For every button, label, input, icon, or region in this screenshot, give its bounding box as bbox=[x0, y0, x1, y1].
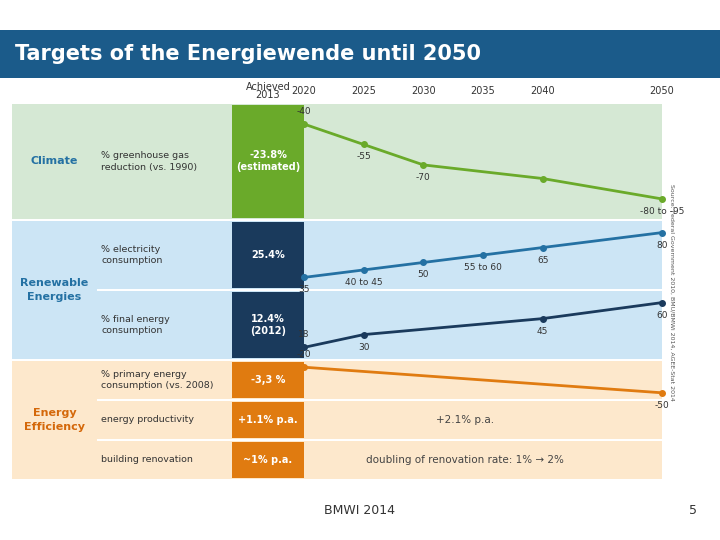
Text: 2025: 2025 bbox=[351, 85, 376, 96]
Text: -80 to -95: -80 to -95 bbox=[640, 207, 684, 216]
Text: doubling of renovation rate: 1% → 2%: doubling of renovation rate: 1% → 2% bbox=[366, 455, 564, 465]
Bar bbox=[232, 292, 304, 358]
Text: ~1% p.a.: ~1% p.a. bbox=[243, 455, 292, 465]
Bar bbox=[304, 220, 662, 360]
Text: -40: -40 bbox=[297, 107, 311, 116]
Bar bbox=[12, 360, 304, 480]
Text: +2.1% p.a.: +2.1% p.a. bbox=[436, 415, 494, 425]
Text: Achieved: Achieved bbox=[246, 82, 290, 91]
Text: 45: 45 bbox=[537, 327, 549, 335]
Text: % final energy
consumption: % final energy consumption bbox=[101, 315, 170, 335]
Text: Renewable
Energies: Renewable Energies bbox=[20, 279, 89, 302]
Text: 50: 50 bbox=[418, 271, 429, 280]
Text: 65: 65 bbox=[537, 255, 549, 265]
Text: 80: 80 bbox=[656, 241, 667, 249]
Text: 2020: 2020 bbox=[292, 85, 316, 96]
Text: 35: 35 bbox=[298, 286, 310, 294]
Text: % greenhouse gas
reduction (vs. 1990): % greenhouse gas reduction (vs. 1990) bbox=[101, 151, 197, 172]
Text: Climate: Climate bbox=[31, 157, 78, 166]
Bar bbox=[97, 289, 662, 291]
Bar bbox=[97, 439, 662, 441]
Text: -23.8%
(estimated): -23.8% (estimated) bbox=[236, 151, 300, 172]
Bar bbox=[304, 103, 662, 220]
Bar bbox=[12, 219, 662, 221]
Bar bbox=[232, 402, 304, 438]
Text: 2013: 2013 bbox=[256, 91, 280, 100]
Text: building renovation: building renovation bbox=[101, 456, 193, 464]
Bar bbox=[232, 362, 304, 398]
Bar bbox=[12, 220, 304, 360]
Text: 40 to 45: 40 to 45 bbox=[345, 278, 382, 287]
Text: 12.4%
(2012): 12.4% (2012) bbox=[250, 314, 286, 336]
Text: 55 to 60: 55 to 60 bbox=[464, 263, 502, 272]
Text: Targets of the Energiewende until 2050: Targets of the Energiewende until 2050 bbox=[15, 44, 481, 64]
Text: 2040: 2040 bbox=[531, 85, 555, 96]
Bar bbox=[97, 399, 662, 401]
Text: 18: 18 bbox=[298, 330, 310, 340]
Bar bbox=[0, 30, 720, 78]
Text: % electricity
consumption: % electricity consumption bbox=[101, 245, 163, 265]
Text: energy productivity: energy productivity bbox=[101, 415, 194, 424]
Bar bbox=[232, 222, 304, 288]
Bar bbox=[232, 442, 304, 478]
Text: +1.1% p.a.: +1.1% p.a. bbox=[238, 415, 298, 425]
Text: 5: 5 bbox=[689, 503, 697, 516]
Text: Source: Federal Government 2010, BMU/BMWi 2014, AGEE-Stat 2014: Source: Federal Government 2010, BMU/BMW… bbox=[670, 184, 675, 401]
Bar bbox=[12, 359, 662, 361]
Bar bbox=[12, 102, 662, 104]
Bar bbox=[304, 360, 662, 480]
Text: 25.4%: 25.4% bbox=[251, 250, 285, 260]
Text: BMWI 2014: BMWI 2014 bbox=[325, 503, 395, 516]
Bar bbox=[12, 478, 662, 480]
Bar bbox=[12, 103, 304, 220]
Text: Energy
Efficiency: Energy Efficiency bbox=[24, 408, 85, 431]
Text: -20: -20 bbox=[297, 350, 311, 359]
Text: % primary energy
consumption (vs. 2008): % primary energy consumption (vs. 2008) bbox=[101, 370, 214, 390]
Bar bbox=[232, 105, 304, 218]
Text: 2035: 2035 bbox=[471, 85, 495, 96]
Text: 2050: 2050 bbox=[649, 85, 675, 96]
Text: -50: -50 bbox=[654, 401, 670, 410]
Text: 60: 60 bbox=[656, 310, 667, 320]
Text: -3,3 %: -3,3 % bbox=[251, 375, 285, 385]
Text: -55: -55 bbox=[356, 152, 371, 161]
Text: 30: 30 bbox=[358, 342, 369, 352]
Text: 2030: 2030 bbox=[411, 85, 436, 96]
Text: -70: -70 bbox=[416, 173, 431, 182]
